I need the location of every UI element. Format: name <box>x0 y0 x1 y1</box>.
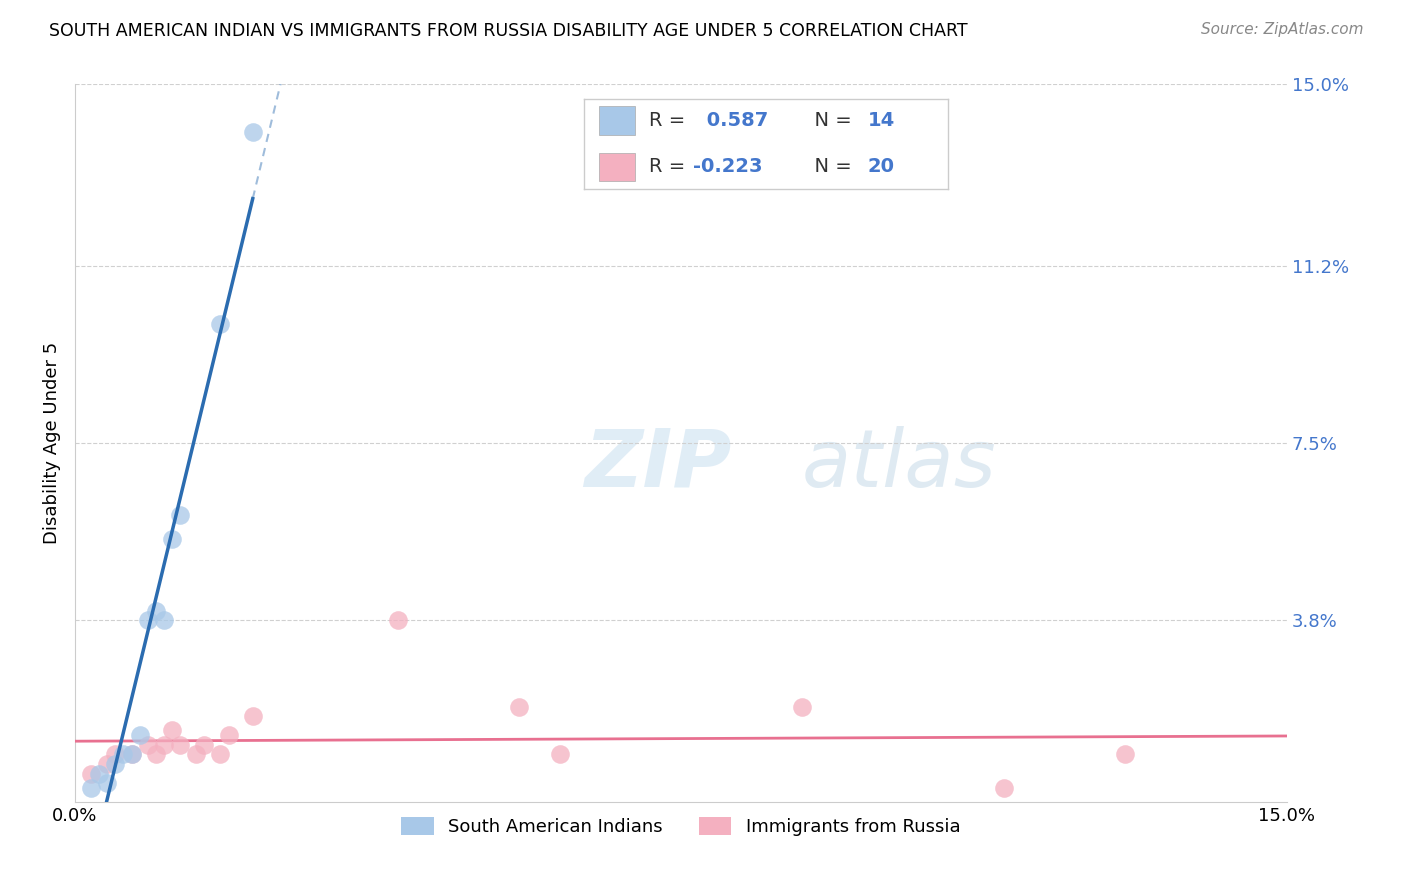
Point <box>790 699 813 714</box>
Point <box>169 738 191 752</box>
Point <box>80 766 103 780</box>
Point <box>121 747 143 762</box>
Point <box>80 780 103 795</box>
Point <box>209 317 232 331</box>
Text: atlas: atlas <box>801 425 997 504</box>
Point <box>387 614 409 628</box>
Point <box>96 776 118 790</box>
Point <box>121 747 143 762</box>
Point <box>160 532 183 546</box>
Point <box>112 747 135 762</box>
Point <box>89 766 111 780</box>
Point <box>160 723 183 738</box>
Point <box>508 699 530 714</box>
Point <box>96 756 118 771</box>
Text: Source: ZipAtlas.com: Source: ZipAtlas.com <box>1201 22 1364 37</box>
Point <box>242 709 264 723</box>
Point <box>209 747 232 762</box>
Point <box>193 738 215 752</box>
Text: ZIP: ZIP <box>583 425 731 504</box>
Point <box>128 728 150 742</box>
Text: SOUTH AMERICAN INDIAN VS IMMIGRANTS FROM RUSSIA DISABILITY AGE UNDER 5 CORRELATI: SOUTH AMERICAN INDIAN VS IMMIGRANTS FROM… <box>49 22 967 40</box>
Point <box>145 604 167 618</box>
Point <box>153 614 176 628</box>
Point <box>145 747 167 762</box>
Point <box>104 747 127 762</box>
Point <box>136 738 159 752</box>
Point <box>169 508 191 523</box>
Legend: South American Indians, Immigrants from Russia: South American Indians, Immigrants from … <box>394 810 967 844</box>
Point <box>548 747 571 762</box>
Point <box>104 756 127 771</box>
Point <box>993 780 1015 795</box>
Point <box>1114 747 1136 762</box>
Y-axis label: Disability Age Under 5: Disability Age Under 5 <box>44 343 60 544</box>
Point <box>218 728 240 742</box>
Point <box>153 738 176 752</box>
Point <box>136 614 159 628</box>
Point <box>242 125 264 139</box>
Point <box>186 747 208 762</box>
